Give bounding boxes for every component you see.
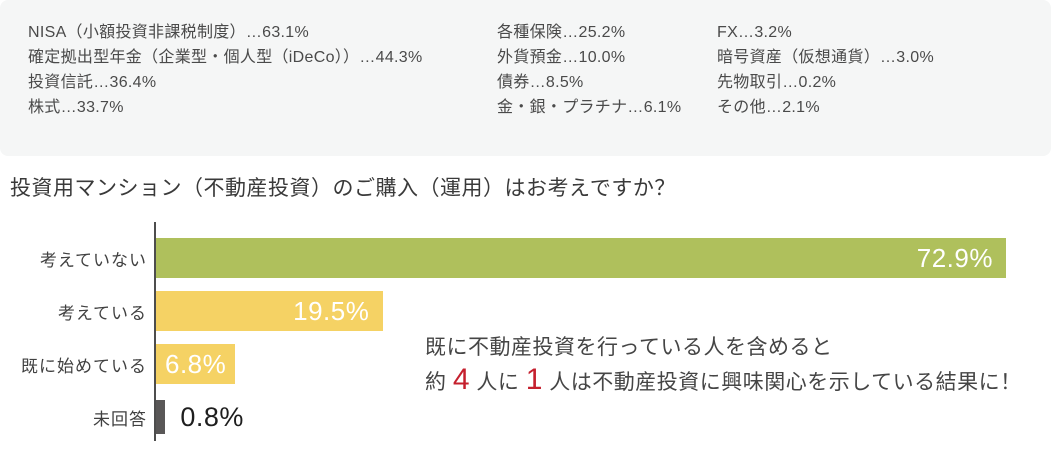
chart-axis-line	[154, 222, 156, 441]
investment-list-column-2: 各種保険…25.2% 外貨預金…10.0% 債券…8.5% 金・銀・プラチナ…6…	[497, 20, 681, 120]
category-label: 考えている	[57, 303, 147, 323]
bar-row: 既に始めている 6.8%	[0, 344, 1051, 384]
annotation-text: 約	[425, 371, 453, 394]
investment-item: 先物取引…0.2%	[717, 74, 837, 91]
investment-item: 投資信託…36.4%	[28, 74, 157, 91]
value-label: 72.9%	[916, 242, 993, 273]
investment-list-panel: NISA（小額投資非課税制度）…63.1% 確定拠出型年金（企業型・個人型（iD…	[0, 0, 1051, 156]
bar-no-answer	[156, 400, 166, 434]
value-label: 0.8%	[180, 401, 244, 432]
value-label: 19.5%	[293, 295, 370, 326]
investment-item: 確定拠出型年金（企業型・個人型（iDeCo））…44.3%	[28, 49, 423, 66]
investment-item: FX…3.2%	[717, 24, 793, 41]
annotation-highlight-number: 1	[525, 363, 543, 396]
investment-item: 株式…33.7%	[28, 99, 124, 116]
investment-item: 外貨預金…10.0%	[497, 49, 626, 66]
category-label: 考えていない	[39, 250, 147, 270]
annotation: 既に不動産投資を行っている人を含めると 約 4 人に 1 人は不動産投資に興味関…	[425, 332, 1022, 399]
investment-item: 金・銀・プラチナ…6.1%	[497, 99, 682, 116]
bar-not-considering: 72.9%	[156, 238, 1006, 278]
investment-item: 暗号資産（仮想通貨）…3.0%	[717, 49, 934, 66]
category-label: 既に始めている	[21, 356, 147, 376]
bar-considering: 19.5%	[156, 291, 384, 331]
annotation-line-1: 既に不動産投資を行っている人を含めると	[425, 336, 833, 359]
investment-list-column-3: FX…3.2% 暗号資産（仮想通貨）…3.0% 先物取引…0.2% その他…2.…	[717, 20, 934, 120]
investment-item: 債券…8.5%	[497, 74, 584, 91]
category-label: 未回答	[93, 409, 147, 429]
bar-row: 考えていない 72.9%	[0, 238, 1051, 278]
value-label: 6.8%	[165, 348, 227, 379]
investment-item: その他…2.1%	[717, 99, 820, 116]
investment-item: NISA（小額投資非課税制度）…63.1%	[28, 24, 310, 41]
annotation-line-2: 約 4 人に 1 人は不動産投資に興味関心を示している結果に！	[425, 364, 1022, 399]
chart-question-title: 投資用マンション（不動産投資）のご購入（運用）はお考えですか？	[10, 177, 676, 200]
bar-already-started: 6.8%	[156, 344, 236, 384]
bar-row: 未回答 0.8%	[0, 397, 1051, 437]
annotation-highlight-number: 4	[452, 363, 471, 396]
investment-item: 各種保険…25.2%	[497, 24, 626, 41]
annotation-text: 人は不動産投資に興味関心を示している結果に！	[542, 371, 1022, 394]
investment-list-column-1: NISA（小額投資非課税制度）…63.1% 確定拠出型年金（企業型・個人型（iD…	[28, 20, 423, 120]
annotation-text: 人に	[470, 371, 526, 394]
bar-row: 考えている 19.5%	[0, 291, 1051, 331]
bar-chart: 考えていない 72.9% 考えている 19.5% 既に始めている 6.8%	[0, 222, 1051, 441]
